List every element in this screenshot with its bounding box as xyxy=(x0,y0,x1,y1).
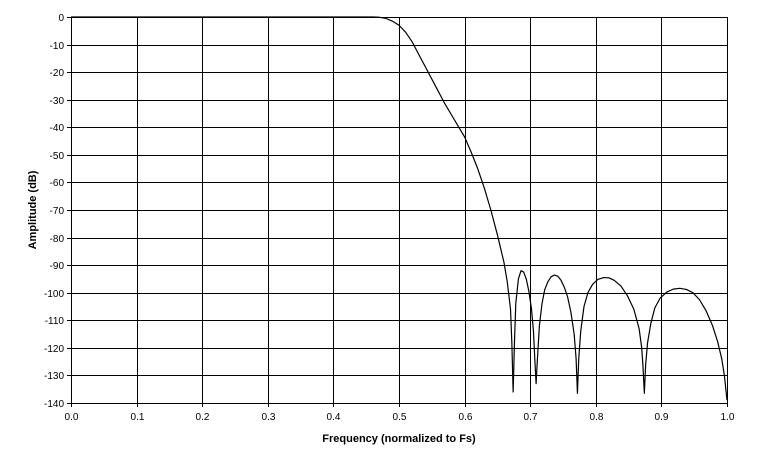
y-tick-label: -40 xyxy=(50,123,65,134)
y-tick-label: -90 xyxy=(50,261,65,272)
y-tick-label: -120 xyxy=(44,344,64,355)
x-tick-label: 0.8 xyxy=(590,412,604,423)
x-tick-label: 0.9 xyxy=(655,412,669,423)
y-tick-label: -60 xyxy=(50,178,65,189)
y-tick-label: -10 xyxy=(50,41,65,52)
y-tick-label: -30 xyxy=(50,96,65,107)
plot-border xyxy=(71,17,728,404)
x-tick-label: 0.3 xyxy=(262,412,276,423)
y-tick-label: -20 xyxy=(50,68,65,79)
x-tick-label: 0.6 xyxy=(459,412,473,423)
y-tick-label: -50 xyxy=(50,151,65,162)
y-axis-label: Amplitude (dB) xyxy=(27,170,39,249)
y-tick-label: -80 xyxy=(50,234,65,245)
y-tick-label: -140 xyxy=(44,399,64,410)
y-tick-label: -130 xyxy=(44,371,64,382)
y-tick-label: 0 xyxy=(58,13,64,24)
series-line xyxy=(71,16,728,401)
y-tick-label: -70 xyxy=(50,206,65,217)
y-tick-label: -110 xyxy=(45,316,65,327)
x-tick-label: 0.2 xyxy=(196,412,210,423)
x-tick-label: 0.1 xyxy=(131,412,145,423)
x-tick-label: 1.0 xyxy=(721,412,735,423)
x-tick-label: 0.5 xyxy=(393,412,407,423)
x-axis-label: Frequency (normalized to Fs) xyxy=(322,433,476,445)
x-tick-label: 0.7 xyxy=(524,412,538,423)
y-tick-label: -100 xyxy=(44,289,64,300)
x-tick-label: 0.4 xyxy=(327,412,341,423)
x-tick-label: 0.0 xyxy=(65,412,79,423)
